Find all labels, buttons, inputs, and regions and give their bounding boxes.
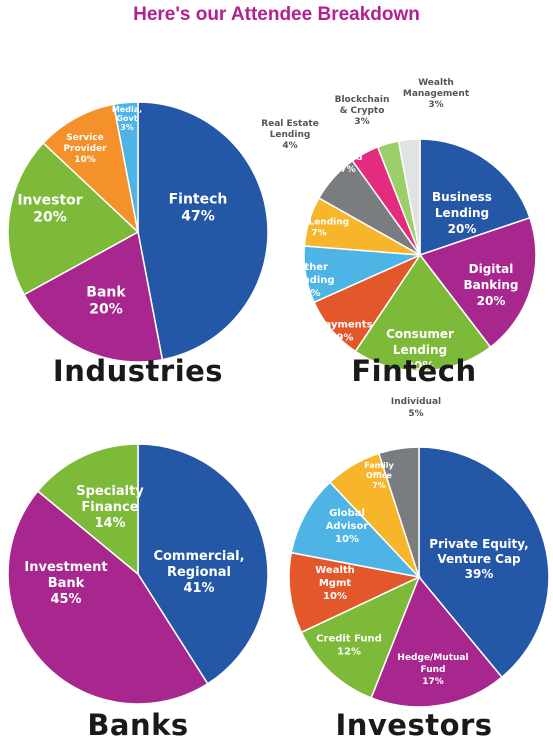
fintech-pie: Business Lending 20% Digital Banking 20%Consu… — [261, 78, 537, 373]
industries-title: Industries — [52, 354, 224, 388]
label-service-provider-10: Service Provider 10% — [63, 133, 107, 165]
label-fintech-47: Fintech 47% — [169, 192, 228, 225]
slice-hedge-mutual-fund-17 — [370, 575, 503, 708]
slice-digital-banking-20 — [418, 216, 537, 349]
slice-bank-20 — [23, 230, 164, 363]
label-digital-banking-20: Digital Banking 20% — [463, 262, 518, 308]
label-hedge-mutual-fund-17: Hedge/Mutual Fund 17% — [397, 653, 468, 687]
label-div-lending-7: Div Lending 7% — [289, 218, 349, 239]
slice-private-equity-venture-cap-39 — [418, 446, 550, 679]
label-global-advisor-10: Global Advisor 10% — [326, 508, 369, 545]
label-real-estate-lending-4: Real Estate Lending 4% — [261, 119, 319, 151]
slice-business-lending-20 — [419, 138, 531, 257]
label-blockchain-crypto-3: Blockchain & Crypto 3% — [335, 95, 390, 127]
banks-title: Banks — [87, 708, 189, 742]
label-other-lending-8: Other Lending 8% — [289, 262, 334, 299]
label-bank-20: Bank 20% — [86, 285, 126, 318]
fintech-title: Fintech — [351, 354, 477, 388]
label-private-equity-venture-cap-39: Private Equity, Venture Cap 39% — [429, 537, 528, 581]
label-wealth-management-3: Wealth Management 3% — [403, 78, 470, 110]
slice-specialty-finance-14 — [36, 443, 139, 576]
slice-global-advisor-10 — [290, 481, 422, 579]
slice-investor-20 — [7, 141, 140, 296]
slice-fintech-47 — [137, 101, 269, 361]
label-business-lending-20: Business Lending 20% — [432, 190, 492, 236]
label-payments-9: Payments 9% — [317, 320, 372, 344]
label-individual-5: Individual 5% — [391, 397, 441, 419]
slice-wealth-mgmt-10 — [288, 551, 422, 634]
label-credit-fund-12: Credit Fund 12% — [316, 634, 382, 658]
slice-credit-fund-12 — [300, 575, 421, 699]
label-commercial-regional-41: Commercial, Regional 41% — [153, 549, 244, 596]
slice-media-govt-3 — [112, 101, 139, 233]
label-anti-fraud-7: Anti Fraud 7% — [334, 141, 363, 175]
slice-consumer-lending-20 — [354, 253, 492, 372]
label-wealth-mgmt-10: Wealth Mgmt 10% — [315, 565, 355, 602]
label-investor-20: Investor 20% — [17, 193, 82, 226]
investors-pie: Private Equity, Venture Cap 39% Hedge/Mutua… — [288, 397, 550, 708]
label-media-govt-3: Media, Govt 3% — [112, 105, 142, 132]
industries-pie: Fintech 47% Bank 20% Investor 20% Service Provi… — [7, 101, 269, 363]
label-consumer-lending-20: Consumer Lending 20% — [386, 327, 454, 373]
slice-service-provider-10 — [42, 103, 140, 235]
page-title: Here's our Attendee Breakdown — [133, 4, 420, 25]
slice-individual-5 — [377, 446, 420, 578]
label-investment-bank-45: Investment Bank 45% — [24, 560, 107, 607]
banks-pie: Commercial, Regional 41% Investment Bank 45% S… — [7, 443, 269, 705]
label-family-office-7: Family Office 7% — [364, 461, 394, 490]
label-specialty-finance-14: Specialty Finance 14% — [76, 484, 144, 531]
slice-wealth-management-3 — [397, 138, 421, 256]
slice-investment-bank-45 — [7, 490, 209, 705]
investors-title: Investors — [335, 708, 493, 742]
